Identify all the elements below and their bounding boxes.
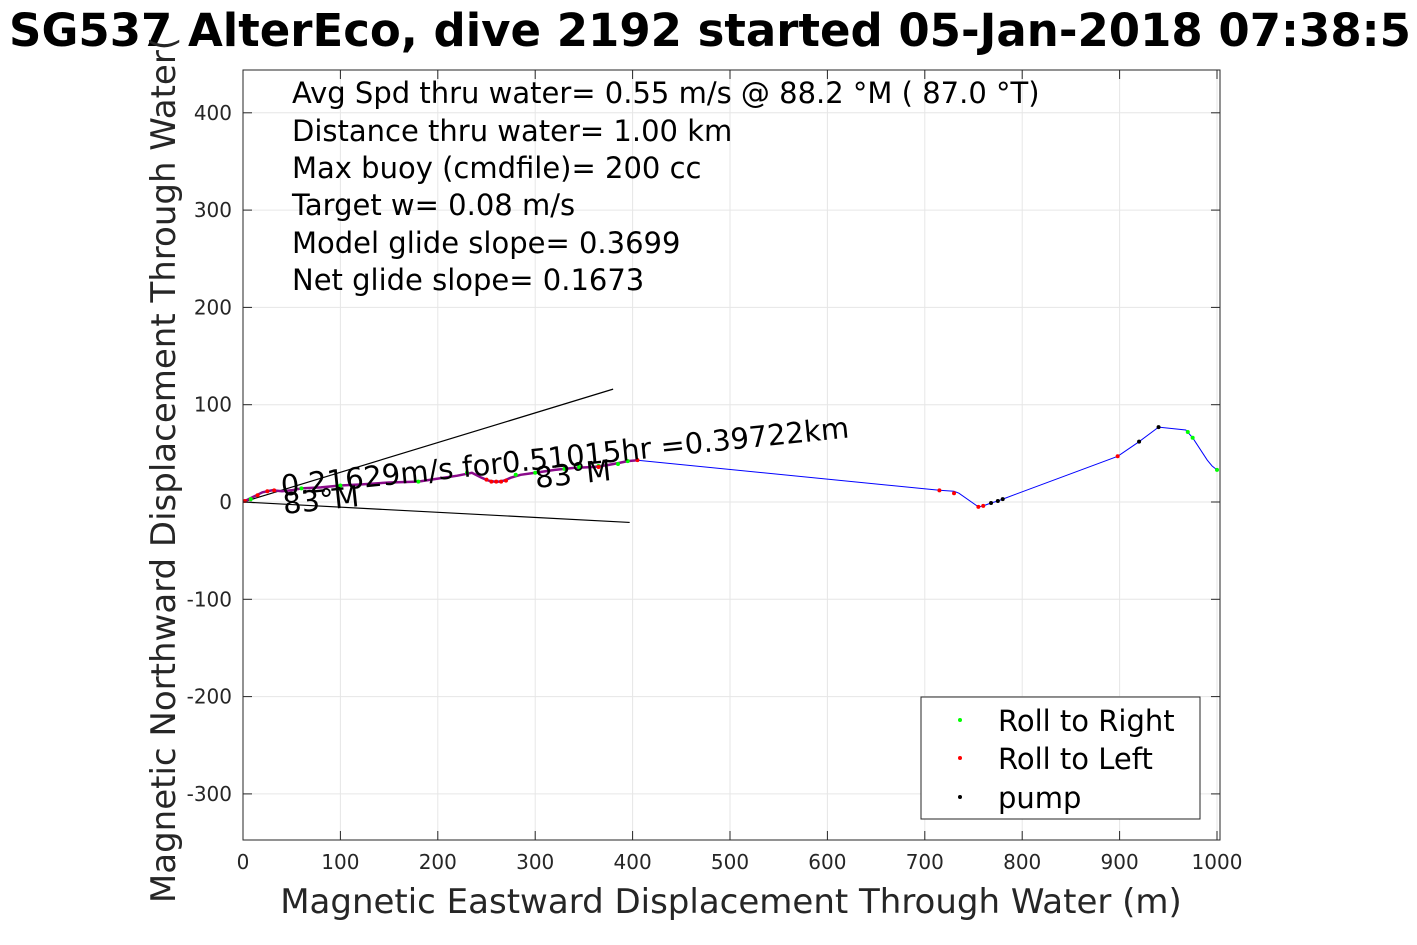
- x-tick-label: 1000: [1192, 850, 1243, 874]
- point-roll-to-left: [255, 493, 260, 498]
- info-box: Avg Spd thru water= 0.55 m/s @ 88.2 °M (…: [291, 76, 1040, 297]
- y-tick-label: 0: [219, 490, 232, 514]
- point-roll-to-right: [562, 466, 567, 471]
- point-roll-to-left: [265, 489, 270, 494]
- point-roll-to-right: [533, 470, 538, 475]
- point-roll-to-right: [299, 486, 304, 491]
- point-roll-to-right: [625, 459, 630, 464]
- legend-marker-roll-left: [958, 756, 962, 760]
- track-points: [242, 425, 1219, 509]
- point-roll-to-right: [513, 472, 518, 477]
- legend-marker-pump: [958, 795, 962, 799]
- point-roll-to-right: [465, 470, 470, 475]
- point-roll-to-right: [1185, 429, 1190, 434]
- point-roll-to-right: [615, 462, 620, 467]
- y-tick-label: 400: [194, 101, 232, 125]
- info-max-buoy: Max buoy (cmdfile)= 200 cc: [292, 151, 701, 185]
- point-roll-to-left: [635, 458, 640, 463]
- point-roll-to-left: [976, 504, 981, 509]
- x-tick-label: 200: [419, 850, 457, 874]
- point-roll-to-left: [503, 478, 508, 483]
- point-pump: [989, 500, 994, 505]
- point-pump: [1137, 439, 1142, 444]
- x-tick-label: 300: [516, 850, 554, 874]
- y-tick-labels: -300 -200 -100 0 100 200 300 400: [187, 101, 232, 806]
- point-roll-to-right: [338, 483, 343, 488]
- point-pump: [1156, 425, 1161, 430]
- point-roll-to-left: [484, 477, 489, 482]
- info-avg-speed: Avg Spd thru water= 0.55 m/s @ 88.2 °M (…: [292, 76, 1040, 110]
- legend-label-roll-left: Roll to Left: [998, 742, 1153, 776]
- x-tick-label: 0: [237, 850, 250, 874]
- y-tick-label: -100: [187, 587, 232, 611]
- point-roll-to-right: [416, 479, 421, 484]
- point-roll-to-left: [494, 479, 499, 484]
- x-tick-label: 500: [711, 850, 749, 874]
- legend-marker-roll-right: [958, 718, 962, 722]
- x-tick-label: 900: [1101, 850, 1139, 874]
- info-model-glide-slope: Model glide slope= 0.3699: [292, 226, 680, 260]
- point-roll-to-left: [596, 464, 601, 469]
- legend-box: [920, 696, 1201, 820]
- model-glide-line: [242, 501, 630, 524]
- point-roll-to-right: [1190, 435, 1195, 440]
- point-roll-to-left: [1115, 454, 1120, 459]
- chart-title: SG537 AlterEco, dive 2192 started 05-Jan…: [9, 4, 1411, 57]
- x-tick-label: 700: [906, 850, 944, 874]
- x-tick-label: 400: [614, 850, 652, 874]
- annotation-heading-2: 83°M: [533, 453, 613, 495]
- point-pump: [995, 499, 1000, 504]
- point-roll-to-left: [489, 479, 494, 484]
- y-tick-label: -300: [187, 782, 232, 806]
- info-net-glide-slope: Net glide slope= 0.1673: [292, 263, 644, 297]
- point-roll-to-left: [272, 488, 277, 493]
- annotation-heading-1: 83°M: [281, 479, 361, 521]
- legend-label-roll-right: Roll to Right: [998, 704, 1175, 738]
- x-tick-labels: 0 100 200 300 400 500 600 700 800 900 1000: [237, 850, 1243, 874]
- y-tick-label: 100: [194, 393, 232, 417]
- point-roll-to-left: [981, 503, 986, 508]
- info-target-w: Target w= 0.08 m/s: [291, 188, 575, 222]
- point-roll-to-left: [937, 488, 942, 493]
- x-tick-label: 800: [1003, 850, 1041, 874]
- legend: Roll to Right Roll to Left pump: [920, 696, 1201, 820]
- model-glide-line: [242, 388, 614, 503]
- point-roll-to-right: [577, 464, 582, 469]
- point-roll-to-left: [499, 479, 504, 484]
- point-pump: [1000, 497, 1005, 502]
- x-tick-label: 100: [321, 850, 359, 874]
- point-roll-to-left: [952, 491, 957, 496]
- legend-label-pump: pump: [998, 781, 1081, 815]
- axis-ticks: [242, 70, 1220, 840]
- y-tick-label: 300: [194, 198, 232, 222]
- x-tick-label: 600: [808, 850, 846, 874]
- point-roll-to-right: [1215, 467, 1219, 472]
- y-tick-label: 200: [194, 295, 232, 319]
- point-roll-to-right: [248, 497, 253, 502]
- x-axis-label: Magnetic Eastward Displacement Through W…: [280, 882, 1182, 922]
- info-distance: Distance thru water= 1.00 km: [292, 114, 732, 148]
- y-tick-label: -200: [187, 685, 232, 709]
- model-glide-lines: [242, 388, 630, 524]
- plot-frame: [242, 69, 1221, 841]
- y-axis-label: Magnetic Northward Displacement Through …: [144, 37, 184, 903]
